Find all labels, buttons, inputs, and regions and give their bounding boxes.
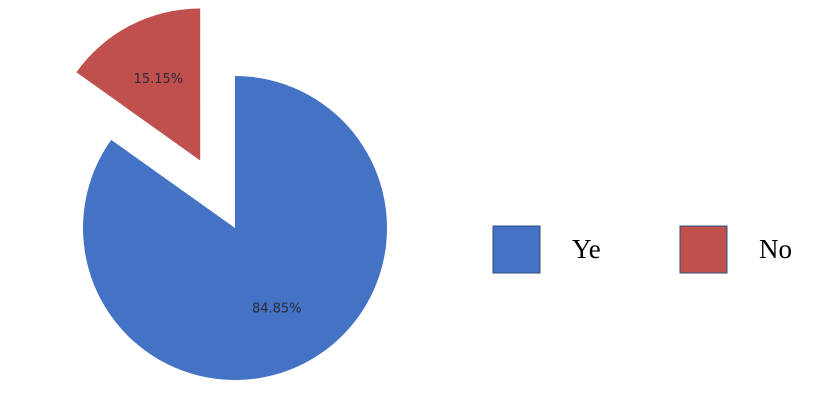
legend-swatch bbox=[492, 225, 541, 274]
pie-slice bbox=[76, 8, 201, 161]
data-label: 84.85% bbox=[252, 302, 302, 317]
legend-label: No bbox=[759, 234, 792, 264]
legend-swatch bbox=[679, 225, 728, 274]
data-label: 15.15% bbox=[134, 72, 184, 87]
pie-slice bbox=[82, 76, 387, 380]
legend-label: Ye bbox=[572, 234, 601, 264]
